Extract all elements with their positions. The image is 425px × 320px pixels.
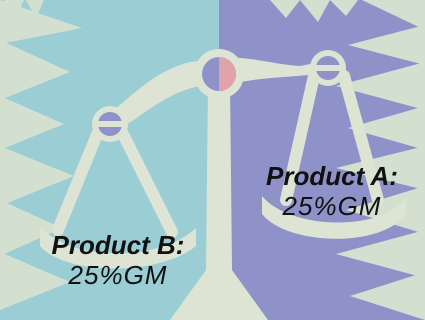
product-b-value: 25%GM bbox=[68, 259, 168, 290]
left-zigzag-border bbox=[0, 0, 82, 310]
product-b-label: Product B: 25%GM bbox=[18, 230, 218, 291]
product-a-name: Product A: bbox=[266, 161, 398, 191]
left-pan bbox=[40, 226, 196, 269]
right-pan-strings bbox=[280, 70, 384, 206]
top-spikes bbox=[4, 0, 358, 22]
right-zigzag-border bbox=[336, 0, 425, 320]
right-pan bbox=[262, 196, 406, 239]
pivot-disc-highlight bbox=[219, 57, 236, 91]
product-a-label: Product A: 25%GM bbox=[242, 161, 422, 222]
right-hook-ring-bar bbox=[316, 65, 340, 71]
scale-base bbox=[170, 232, 268, 320]
product-b-name: Product B: bbox=[51, 230, 185, 260]
scale-beam bbox=[100, 57, 330, 134]
left-pan-strings bbox=[52, 126, 178, 238]
scale-pole bbox=[206, 82, 232, 270]
product-a-value: 25%GM bbox=[282, 190, 382, 221]
left-hook-ring-bar bbox=[98, 121, 122, 127]
